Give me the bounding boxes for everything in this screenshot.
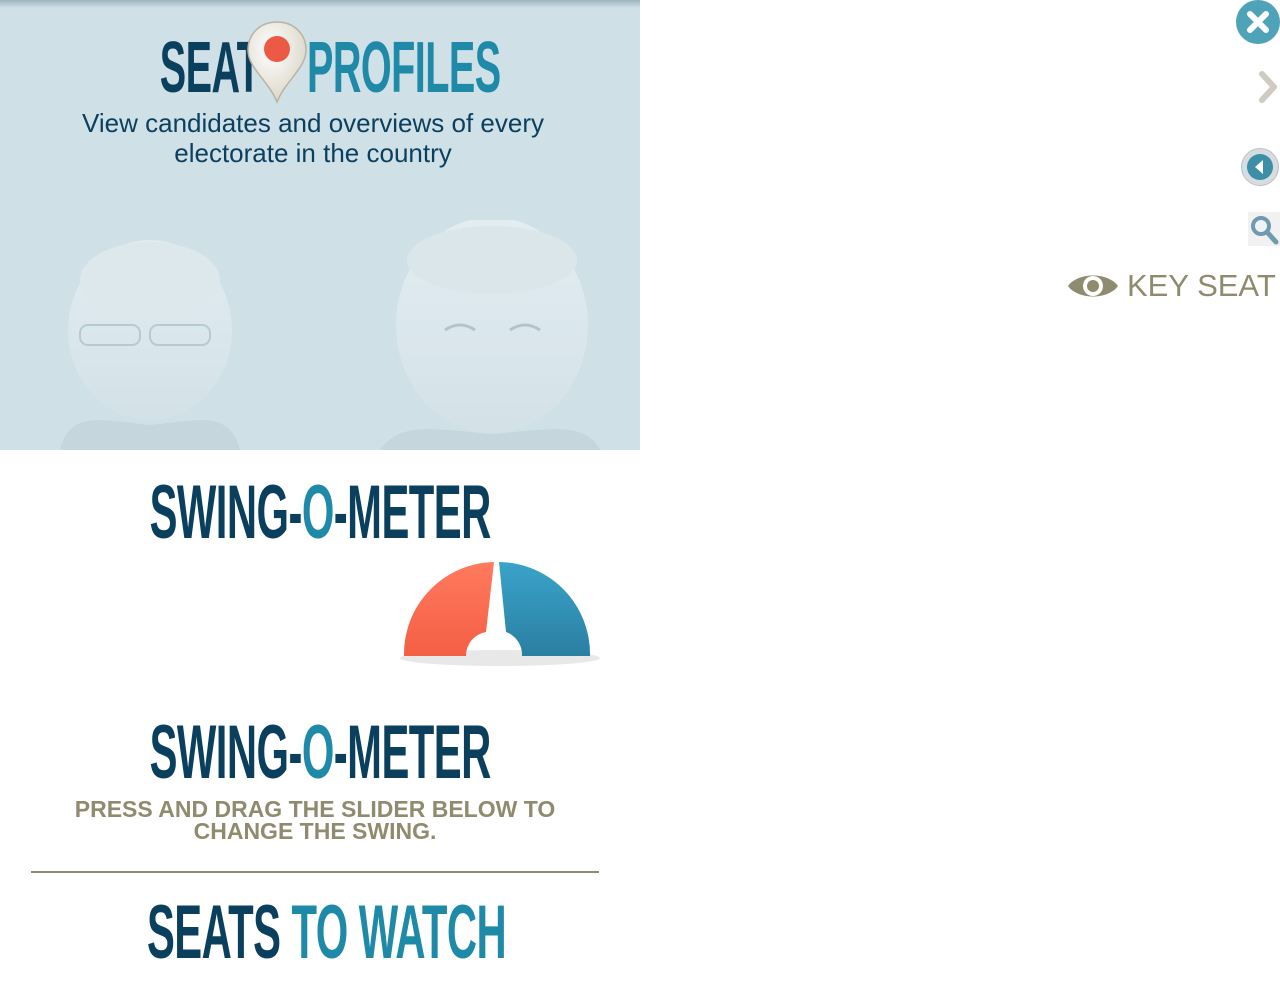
swing-o-meter-title: SWING-O-METER	[149, 470, 491, 555]
next-button[interactable]	[1254, 68, 1280, 106]
key-seat-label: KEY SEAT	[1127, 268, 1276, 303]
search-button[interactable]	[1248, 212, 1280, 246]
seats-to-watch-title: SEATS TO WATCH	[146, 890, 507, 975]
swing-gauge-icon	[400, 562, 600, 666]
profiles-title-word: PROFILES	[307, 28, 501, 108]
section-divider	[31, 871, 599, 873]
back-arrow-icon	[1247, 154, 1273, 180]
leader-portraits-image	[60, 220, 600, 450]
eye-icon	[1068, 275, 1118, 297]
map-pin-icon	[247, 21, 307, 104]
back-button[interactable]	[1241, 148, 1279, 186]
close-button[interactable]	[1236, 0, 1280, 44]
chevron-right-icon	[1259, 71, 1277, 103]
swing-o-meter-section: SWING-O-METER	[0, 708, 640, 798]
key-seat-toggle[interactable]: KEY SEAT	[1066, 266, 1280, 306]
swing-instructions: PRESS AND DRAG THE SLIDER BELOW TO CHANG…	[74, 796, 556, 844]
panel-top-shadow	[0, 0, 640, 8]
seat-profiles-panel[interactable]: SEAT PROFILES View candidates and overvi…	[0, 0, 640, 450]
seats-to-watch-header[interactable]: SEATS TO WATCH	[0, 888, 640, 978]
seat-title-word: SEAT	[159, 28, 261, 108]
seat-profiles-title: SEAT PROFILES	[0, 28, 640, 108]
close-icon	[1247, 11, 1269, 33]
swing-o-meter-header[interactable]: SWING-O-METER	[0, 468, 640, 558]
seat-profiles-subtitle: View candidates and overviews of every e…	[82, 108, 544, 168]
search-icon	[1251, 216, 1279, 245]
swing-o-meter-title: SWING-O-METER	[149, 710, 491, 795]
